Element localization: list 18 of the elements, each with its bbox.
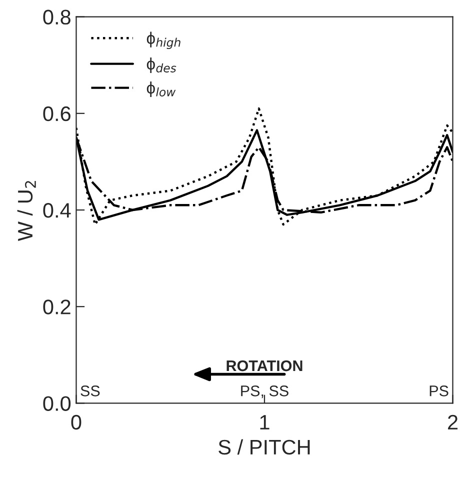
legend-label: ϕ$_{des}$ xyxy=(146,57,176,74)
y-tick-label: 0.8 xyxy=(43,10,70,25)
legend-label: ϕ$_{low}$ xyxy=(146,81,176,98)
y-tick-label: 0.2 xyxy=(43,300,70,314)
y-tick-label: 0.4 xyxy=(43,203,71,218)
annotation: ROTATION xyxy=(226,360,302,372)
legend-label: ϕ$_{high}$ xyxy=(146,32,180,50)
x-axis-title: S / PITCH xyxy=(218,439,310,455)
y-axis-title: W / U$_{2}$ xyxy=(17,181,36,242)
line-series xyxy=(76,107,453,226)
annotation: SS xyxy=(80,386,100,396)
annotation: PS xyxy=(430,386,448,396)
x-tick-label: 1 xyxy=(260,415,270,430)
annotation: PS, SS xyxy=(241,386,288,398)
y-tick-label: 0.0 xyxy=(43,396,71,411)
y-tick-label: 0.6 xyxy=(43,106,70,122)
x-tick-label: 2 xyxy=(448,414,458,430)
x-tick-label: 0 xyxy=(71,414,82,430)
